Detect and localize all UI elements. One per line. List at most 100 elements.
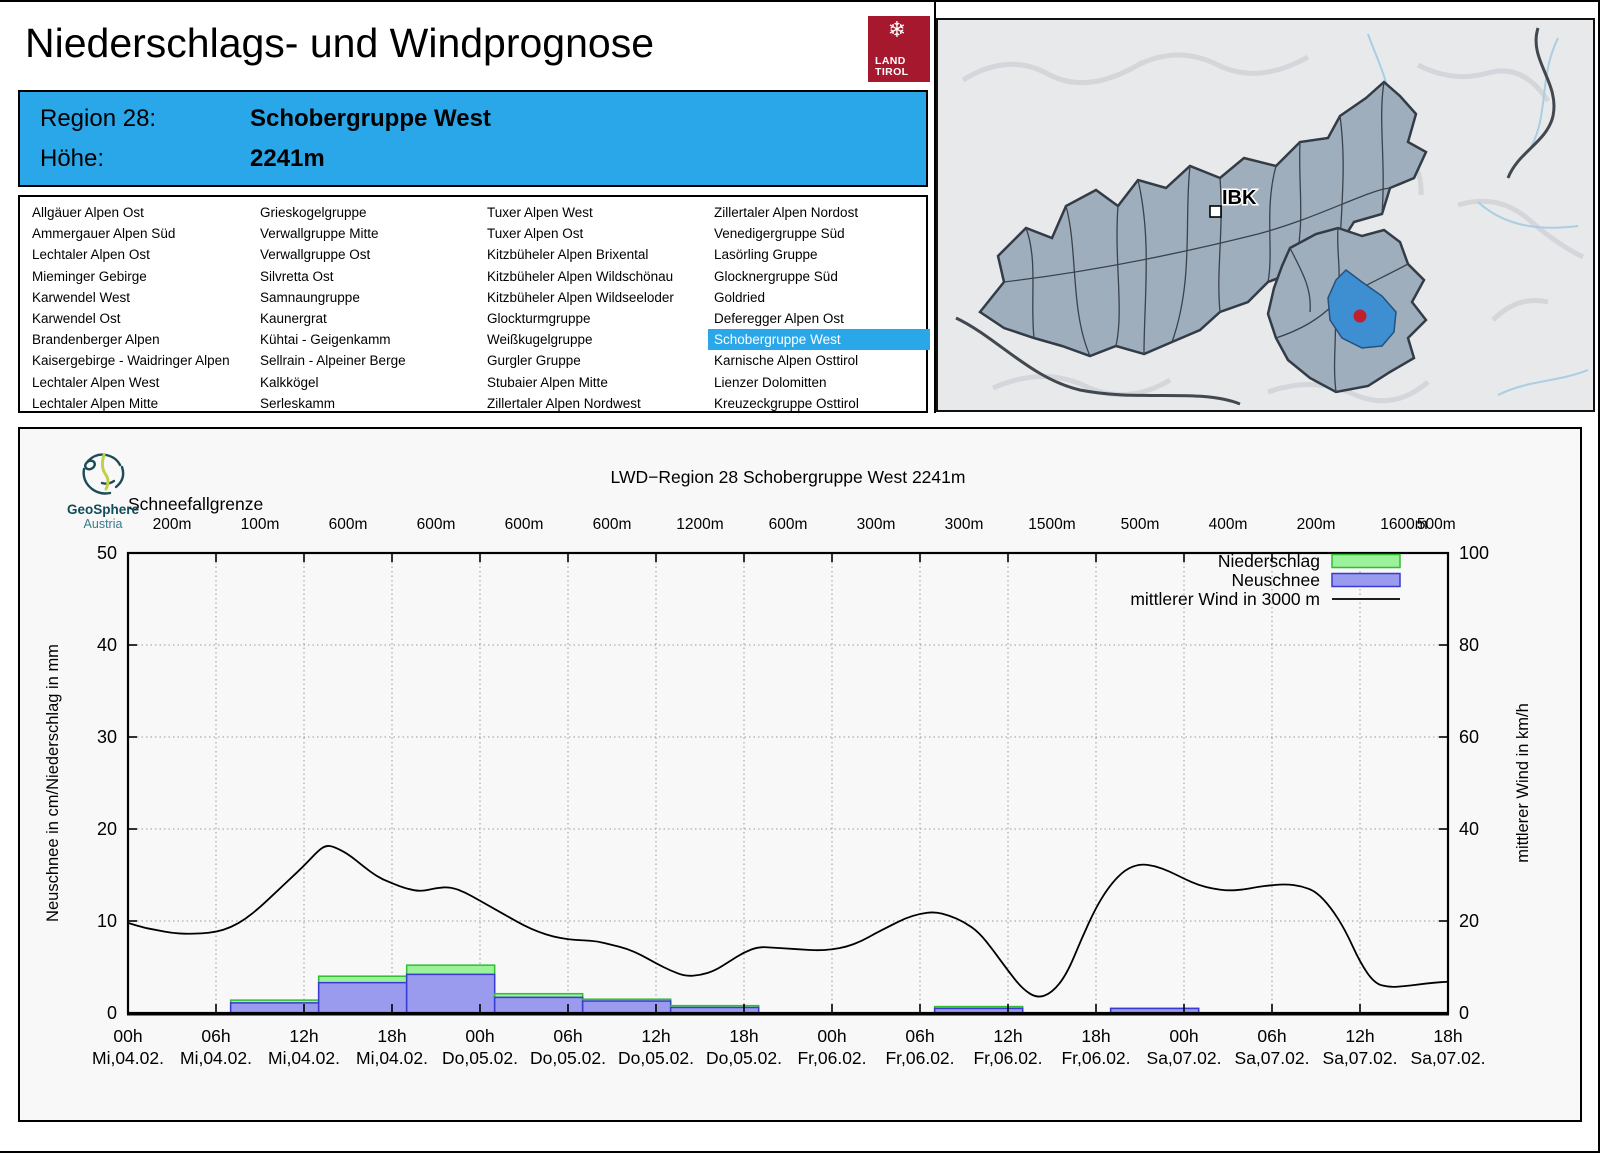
x-tick-time: 12h bbox=[993, 1026, 1022, 1046]
x-tick-time: 00h bbox=[113, 1026, 142, 1046]
region-list-item[interactable]: Allgäuer Alpen Ost bbox=[32, 205, 144, 220]
y-left-tick-label: 10 bbox=[97, 911, 117, 931]
x-tick-time: 00h bbox=[465, 1026, 494, 1046]
x-tick-date: Mi,04.02. bbox=[268, 1048, 340, 1068]
x-tick-time: 00h bbox=[1169, 1026, 1198, 1046]
legend-swatch bbox=[1331, 553, 1401, 569]
region-list-item[interactable]: Verwallgruppe Mitte bbox=[260, 226, 379, 242]
region-list-item[interactable]: Sellrain - Alpeiner Berge bbox=[260, 353, 406, 369]
x-tick-time: 06h bbox=[1257, 1026, 1286, 1046]
region-list-item[interactable]: Kalkkögel bbox=[260, 374, 319, 390]
legend-label: Neuschnee bbox=[1231, 570, 1320, 590]
region-list-item[interactable]: Weißkugelgruppe bbox=[487, 332, 593, 348]
region-list-item[interactable]: Samnaungruppe bbox=[260, 289, 360, 305]
region-list-item[interactable]: Stubaier Alpen Mitte bbox=[487, 374, 608, 390]
region-list-item[interactable]: Zillertaler Alpen Nordwest bbox=[487, 395, 641, 411]
region-list-item[interactable]: Lechtaler Alpen West bbox=[32, 374, 160, 390]
region-number-label: Region 28: bbox=[40, 105, 157, 132]
y-left-axis-title: Neuschnee in cm/Niederschlag in mm bbox=[44, 644, 62, 922]
tirol-map[interactable]: IBK bbox=[938, 20, 1593, 410]
region-list-item[interactable]: Kaisergebirge - Waidringer Alpen bbox=[32, 353, 230, 369]
x-tick-time: 18h bbox=[729, 1026, 758, 1046]
region-list-item[interactable]: Grieskogelgruppe bbox=[260, 205, 367, 220]
region-list-item[interactable]: Glockturmgruppe bbox=[487, 311, 591, 327]
region-list: Allgäuer Alpen Ost Ammergauer Alpen Süd Le… bbox=[18, 195, 930, 414]
snowline-value: 200m bbox=[1297, 516, 1336, 533]
region-list-item[interactable]: Glocknergruppe Süd bbox=[714, 268, 838, 284]
forecast-chart: LWD−Region 28 Schobergruppe West 2241m Sc… bbox=[44, 467, 1532, 1068]
region-list-item[interactable]: Zillertaler Alpen Nordost bbox=[714, 205, 859, 220]
y-right-tick-label: 40 bbox=[1459, 819, 1479, 839]
region-list-item[interactable]: Kitzbüheler Alpen Wildseeloder bbox=[487, 289, 674, 305]
east-tirol-regions bbox=[1266, 226, 1428, 394]
region-list-item[interactable]: Mieminger Gebirge bbox=[32, 268, 147, 284]
region-list-column: Tuxer Alpen West Tuxer Alpen Ost Kitzbühel… bbox=[481, 202, 703, 414]
region-list-item[interactable]: Deferegger Alpen Ost bbox=[714, 311, 844, 327]
region-list-item[interactable]: Kühtai - Geigenkamm bbox=[260, 332, 391, 348]
x-tick-time: 18h bbox=[1433, 1026, 1462, 1046]
x-tick-date: Fr,06.02. bbox=[797, 1048, 866, 1068]
region-list-item[interactable]: Goldried bbox=[714, 289, 766, 305]
snow-bar bbox=[229, 1002, 320, 1014]
region-list-item[interactable]: Tuxer Alpen West bbox=[487, 205, 593, 220]
region-list-item[interactable]: Ammergauer Alpen Süd bbox=[32, 226, 176, 242]
snowline-value: 600m bbox=[417, 516, 456, 533]
x-tick-date: Do,05.02. bbox=[530, 1048, 606, 1068]
x-tick-time: 18h bbox=[377, 1026, 406, 1046]
region-list-item[interactable]: Lechtaler Alpen Mitte bbox=[32, 395, 159, 411]
page-title: Niederschlags- und Windprognose bbox=[25, 20, 655, 66]
x-tick-date: Fr,06.02. bbox=[885, 1048, 954, 1068]
region-list-item[interactable]: Kitzbüheler Alpen Wildschönau bbox=[487, 268, 674, 284]
y-right-axis-title: mittlerer Wind in km/h bbox=[1514, 703, 1532, 863]
region-list-item[interactable]: Karnische Alpen Osttirol bbox=[714, 353, 859, 369]
region-list-item[interactable]: Kreuzeckgruppe Osttirol bbox=[714, 395, 859, 411]
snowline-value: 1200m bbox=[676, 516, 723, 533]
region-borders bbox=[1003, 81, 1391, 357]
plot-frame bbox=[126, 551, 1450, 1015]
map-panel[interactable]: IBK bbox=[936, 18, 1595, 412]
ibk-label: IBK bbox=[1222, 187, 1257, 209]
region-list-item[interactable]: Verwallgruppe Ost bbox=[260, 247, 371, 263]
region-list-item[interactable]: Lasörling Gruppe bbox=[714, 247, 818, 263]
x-tick-date: Sa,07.02. bbox=[1235, 1048, 1310, 1068]
north-tirol-regions bbox=[978, 80, 1428, 358]
altitude-label: Höhe: bbox=[40, 145, 105, 172]
snowline-value: 300m bbox=[857, 516, 896, 533]
region-list-item[interactable]: Karwendel West bbox=[32, 289, 131, 305]
region-list-item[interactable]: Lienzer Dolomitten bbox=[714, 374, 827, 390]
y-left-tick-label: 20 bbox=[97, 819, 117, 839]
x-tick-date: Mi,04.02. bbox=[356, 1048, 428, 1068]
highlighted-region-schobergruppe-west[interactable] bbox=[1327, 269, 1397, 349]
x-tick-date: Mi,04.02. bbox=[180, 1048, 252, 1068]
x-tick-time: 06h bbox=[553, 1026, 582, 1046]
x-tick-time: 00h bbox=[817, 1026, 846, 1046]
region-list-item[interactable]: Tuxer Alpen Ost bbox=[487, 226, 584, 242]
region-list-item[interactable]: Lechtaler Alpen Ost bbox=[32, 247, 150, 263]
x-tick-time: 06h bbox=[905, 1026, 934, 1046]
geosphere-logo: GeoSphere Austria bbox=[48, 447, 158, 531]
y-right-tick-label: 60 bbox=[1459, 727, 1479, 747]
region-list-column: Grieskogelgruppe Verwallgruppe Mitte Verwa… bbox=[254, 202, 476, 414]
region-list-item[interactable]: Silvretta Ost bbox=[260, 268, 334, 284]
snowline-value: 500m bbox=[1121, 516, 1160, 533]
snowline-value: 600m bbox=[593, 516, 632, 533]
y-left-tick-label: 0 bbox=[107, 1003, 117, 1023]
region-list-item[interactable]: Venedigergruppe Süd bbox=[714, 226, 845, 242]
y-right-tick-label: 100 bbox=[1459, 543, 1489, 563]
region-list-item[interactable]: Gurgler Gruppe bbox=[487, 353, 581, 369]
header-map-divider bbox=[934, 2, 936, 413]
x-tick-date: Do,05.02. bbox=[618, 1048, 694, 1068]
legend-label: mittlerer Wind in 3000 m bbox=[1130, 589, 1320, 609]
state-border-lines bbox=[955, 27, 1556, 406]
north-tirol-outline bbox=[978, 80, 1428, 358]
snowline-value: 600m bbox=[329, 516, 368, 533]
chart-title: LWD−Region 28 Schobergruppe West 2241m bbox=[611, 467, 966, 487]
region-list-item-selected[interactable]: Schobergruppe West bbox=[708, 329, 930, 351]
region-list-item[interactable]: Brandenberger Alpen bbox=[32, 332, 160, 348]
region-list-column: Zillertaler Alpen Nordost Venedigergruppe… bbox=[708, 202, 930, 414]
region-list-item[interactable]: Kitzbüheler Alpen Brixental bbox=[487, 247, 649, 263]
region-list-item[interactable]: Karwendel Ost bbox=[32, 311, 121, 327]
region-list-item[interactable]: Kaunergrat bbox=[260, 311, 327, 327]
region-list-item[interactable]: Serleskamm bbox=[260, 395, 336, 411]
